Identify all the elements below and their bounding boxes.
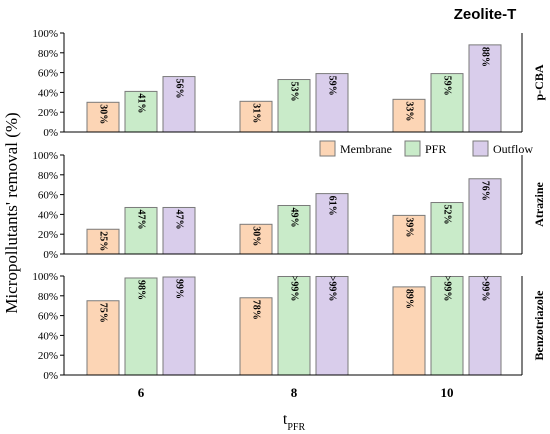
bar-p-cba-membrane	[239, 100, 273, 133]
data-label: 47%	[136, 209, 147, 229]
legend-label-pfr: PFR	[425, 142, 446, 156]
bar-benzotriazole-membrane	[86, 300, 120, 376]
bar-atrazine-membrane	[239, 223, 273, 255]
y-tick-label: 40%	[38, 330, 58, 342]
y-tick-label: 0%	[43, 249, 58, 261]
y-tick-label: 20%	[38, 350, 58, 362]
x-tick-label: 8	[291, 385, 298, 400]
data-label: 99%	[174, 279, 185, 299]
y-tick-label: 80%	[38, 291, 58, 303]
chart-title: Zeolite-T	[454, 6, 517, 23]
x-axis-label: tPFR	[283, 411, 306, 433]
panel-label: p-CBA	[532, 64, 546, 100]
data-label: 89%	[404, 289, 415, 309]
y-tick-label: 40%	[38, 209, 58, 221]
data-label: >99%	[480, 276, 491, 302]
bar-benzotriazole-membrane	[392, 286, 426, 376]
bar-p-cba-pfr	[277, 79, 311, 133]
data-label: 25%	[98, 231, 109, 251]
legend-label-membrane: Membrane	[340, 142, 392, 156]
data-label: 56%	[174, 79, 185, 99]
bar-p-cba-membrane	[392, 98, 426, 133]
y-tick-label: 20%	[38, 229, 58, 241]
bar-p-cba-outflow	[162, 76, 196, 133]
x-tick-label: 10	[441, 385, 454, 400]
data-label: 41%	[136, 93, 147, 113]
data-label: 30%	[98, 104, 109, 124]
y-tick-label: 0%	[43, 370, 58, 382]
data-label: 52%	[442, 205, 453, 225]
legend-label-outflow: Outflow	[493, 142, 533, 156]
data-label: 59%	[327, 76, 338, 96]
y-tick-label: 100%	[32, 150, 58, 162]
y-tick-label: 20%	[38, 107, 58, 119]
data-label: >99%	[289, 276, 300, 302]
data-label: 75%	[98, 303, 109, 323]
y-tick-label: 100%	[32, 28, 58, 40]
bar-p-cba-pfr	[430, 73, 464, 133]
data-label: 30%	[251, 226, 262, 246]
data-label: 53%	[289, 82, 300, 102]
bar-benzotriazole-pfr	[430, 275, 464, 376]
y-tick-label: 40%	[38, 87, 58, 99]
data-label: 33%	[404, 101, 415, 121]
bar-atrazine-outflow	[468, 178, 502, 255]
bar-atrazine-pfr	[430, 202, 464, 255]
data-label: >99%	[327, 276, 338, 302]
y-tick-label: 80%	[38, 48, 58, 60]
data-label: 49%	[289, 207, 300, 227]
bar-atrazine-pfr	[277, 204, 311, 255]
bar-p-cba-outflow	[315, 73, 349, 133]
y-tick-label: 100%	[32, 271, 58, 283]
panel-label: Benzotriazole	[532, 290, 546, 361]
y-tick-label: 60%	[38, 190, 58, 202]
legend-swatch-pfr	[404, 140, 421, 157]
bar-benzotriazole-membrane	[239, 297, 273, 376]
data-label: 88%	[480, 47, 491, 67]
data-label: 98%	[136, 280, 147, 300]
data-label: 39%	[404, 217, 415, 237]
y-tick-label: 60%	[38, 68, 58, 80]
data-label: 61%	[327, 196, 338, 216]
bar-benzotriazole-outflow	[162, 276, 196, 376]
x-tick-label: 6	[138, 385, 145, 400]
y-tick-label: 80%	[38, 170, 58, 182]
bar-atrazine-outflow	[315, 193, 349, 255]
data-label: 78%	[251, 300, 262, 320]
bar-benzotriazole-outflow	[315, 275, 349, 376]
panel-label: Atrazine	[532, 182, 546, 227]
data-label: >99%	[442, 276, 453, 302]
bar-atrazine-membrane	[392, 214, 426, 255]
y-tick-label: 0%	[43, 127, 58, 139]
legend-swatch-membrane	[319, 140, 336, 157]
data-label: 59%	[442, 76, 453, 96]
data-label: 76%	[480, 181, 491, 201]
y-axis-label: Micropollutants' removal (%)	[2, 112, 21, 313]
data-label: 31%	[251, 103, 262, 123]
data-label: 47%	[174, 209, 185, 229]
legend-swatch-outflow	[472, 140, 489, 157]
y-tick-label: 60%	[38, 311, 58, 323]
